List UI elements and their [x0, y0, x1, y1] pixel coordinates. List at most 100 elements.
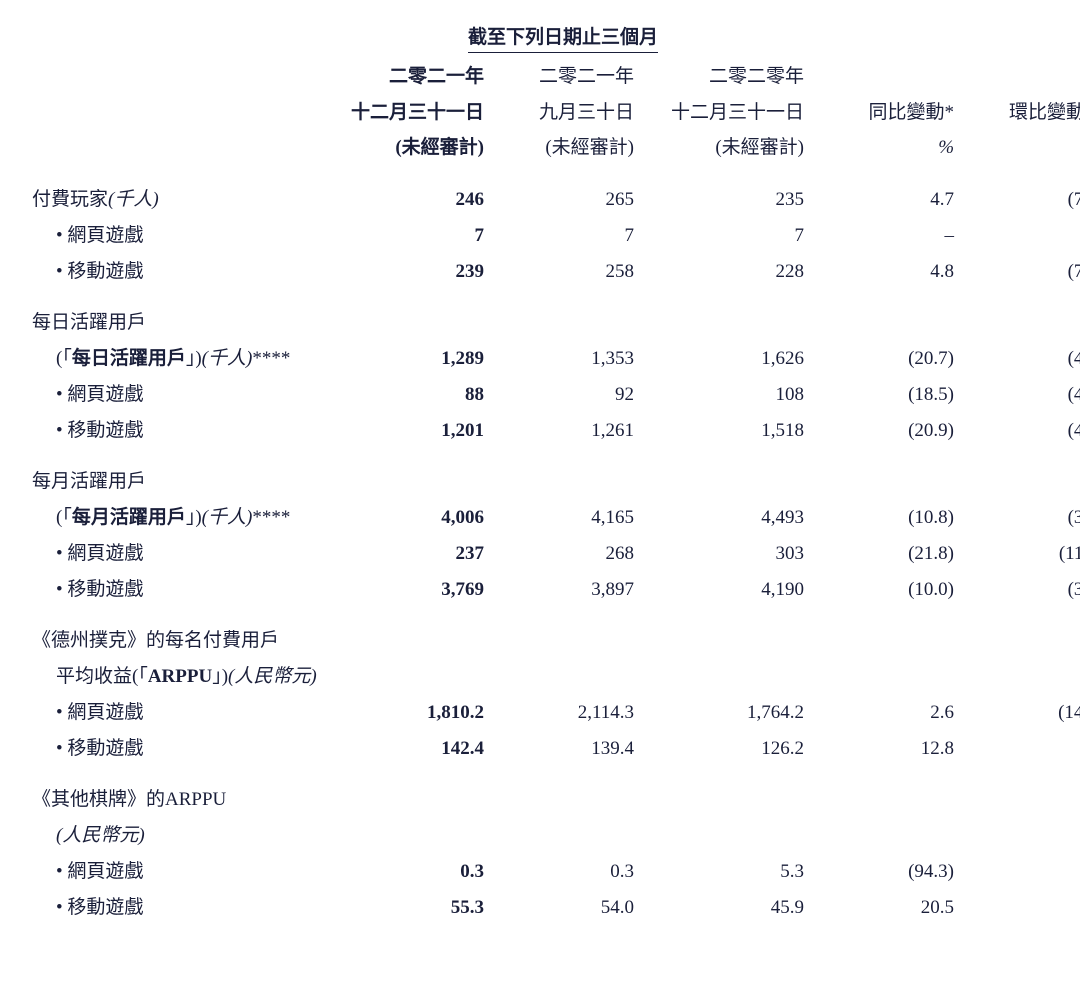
cell-c3: 7: [638, 218, 808, 254]
cell-c3: 126.2: [638, 731, 808, 767]
cell-c1: 1,289: [318, 341, 488, 377]
financial-metrics-table: 截至下列日期止三個月 二零二一年 二零二一年 二零二零年 十二月三十一日 九月三…: [0, 0, 1080, 955]
hdr-c1-date: 十二月三十一日: [318, 95, 488, 131]
cell-qoq: (4.3): [958, 377, 1080, 413]
section-subtitle: 平均收益(「ARPPU」)(人民幣元): [28, 659, 318, 695]
cell-c2: 139.4: [488, 731, 638, 767]
cell-c3: 1,518: [638, 413, 808, 449]
cell-c1: 239: [318, 254, 488, 290]
cell-c1: 55.3: [318, 890, 488, 926]
cell-c3: 1,764.2: [638, 695, 808, 731]
cell-c2: 7: [488, 218, 638, 254]
cell-yoy: 4.7: [808, 166, 958, 218]
section-title: 每月活躍用戶: [28, 448, 318, 500]
table-row: (「每月活躍用戶」)(千人)****4,0064,1654,493(10.8)(…: [28, 500, 1080, 536]
hdr-c2-unaudited: (未經審計): [488, 130, 638, 166]
hdr-qoq-label: 環比變動**: [958, 95, 1080, 131]
hdr-c1-unaudited: (未經審計): [318, 130, 488, 166]
cell-qoq: (4.8): [958, 413, 1080, 449]
cell-c3: 5.3: [638, 854, 808, 890]
cell-c1: 237: [318, 536, 488, 572]
cell-yoy: (18.5): [808, 377, 958, 413]
cell-yoy: –: [808, 218, 958, 254]
hdr-qoq-unit: %: [958, 130, 1080, 166]
cell-c2: 265: [488, 166, 638, 218]
cell-c3: 1,626: [638, 341, 808, 377]
table-row: (「每日活躍用戶」)(千人)****1,2891,3531,626(20.7)(…: [28, 341, 1080, 377]
table-row: • 移動遊戲55.354.045.920.52.4: [28, 890, 1080, 926]
hdr-c3-date: 十二月三十一日: [638, 95, 808, 131]
table-row: • 網頁遊戲777––: [28, 218, 1080, 254]
cell-qoq: (11.6): [958, 536, 1080, 572]
hdr-yoy-unit: %: [808, 130, 958, 166]
table-row: • 網頁遊戲0.30.35.3(94.3)–: [28, 854, 1080, 890]
cell-yoy: (21.8): [808, 536, 958, 572]
section-subtitle: (人民幣元): [28, 818, 318, 854]
row-label: • 移動遊戲: [28, 731, 318, 767]
cell-c2: 4,165: [488, 500, 638, 536]
row-label: • 網頁遊戲: [28, 218, 318, 254]
cell-c1: 7: [318, 218, 488, 254]
row-label: • 網頁遊戲: [28, 536, 318, 572]
cell-c3: 4,493: [638, 500, 808, 536]
hdr-yoy-label: 同比變動*: [808, 95, 958, 131]
cell-c1: 3,769: [318, 572, 488, 608]
hdr-c1-year: 二零二一年: [318, 59, 488, 95]
hdr-c3-year: 二零二零年: [638, 59, 808, 95]
header-period-line2: 十二月三十一日 九月三十日 十二月三十一日 同比變動* 環比變動**: [28, 95, 1080, 131]
section-title: 每日活躍用戶: [28, 289, 318, 341]
cell-qoq: (3.8): [958, 500, 1080, 536]
section-title-row: 每日活躍用戶: [28, 289, 1080, 341]
cell-qoq: (3.3): [958, 572, 1080, 608]
table-row: • 網頁遊戲1,810.22,114.31,764.22.6(14.4): [28, 695, 1080, 731]
table-row: • 移動遊戲2392582284.8(7.4): [28, 254, 1080, 290]
section-title: 付費玩家(千人): [28, 166, 318, 218]
cell-c1: 142.4: [318, 731, 488, 767]
cell-qoq: –: [958, 854, 1080, 890]
cell-yoy: 20.5: [808, 890, 958, 926]
header-super-title-row: 截至下列日期止三個月: [28, 20, 1080, 59]
cell-qoq: 2.2: [958, 731, 1080, 767]
cell-yoy: 4.8: [808, 254, 958, 290]
cell-c2: 1,353: [488, 341, 638, 377]
cell-c2: 3,897: [488, 572, 638, 608]
section-title-row: 付費玩家(千人)2462652354.7(7.2): [28, 166, 1080, 218]
cell-c1: 0.3: [318, 854, 488, 890]
section-title-row: 《德州撲克》的每名付費用戶: [28, 607, 1080, 659]
table-row: • 網頁遊戲237268303(21.8)(11.6): [28, 536, 1080, 572]
cell-c2: 54.0: [488, 890, 638, 926]
cell-c3: 228: [638, 254, 808, 290]
row-label: • 移動遊戲: [28, 254, 318, 290]
cell-yoy: 2.6: [808, 695, 958, 731]
header-period-line3: (未經審計) (未經審計) (未經審計) % %: [28, 130, 1080, 166]
cell-qoq: 2.4: [958, 890, 1080, 926]
cell-c1: 4,006: [318, 500, 488, 536]
cell-c3: 4,190: [638, 572, 808, 608]
cell-c1: 1,810.2: [318, 695, 488, 731]
row-label: (「每日活躍用戶」)(千人)****: [28, 341, 318, 377]
cell-c2: 258: [488, 254, 638, 290]
cell-c1: 246: [318, 166, 488, 218]
cell-c2: 92: [488, 377, 638, 413]
cell-c2: 2,114.3: [488, 695, 638, 731]
cell-yoy: (94.3): [808, 854, 958, 890]
hdr-c3-unaudited: (未經審計): [638, 130, 808, 166]
table-row: • 移動遊戲3,7693,8974,190(10.0)(3.3): [28, 572, 1080, 608]
section-title-row: 《其他棋牌》的ARPPU: [28, 766, 1080, 818]
section-title: 《其他棋牌》的ARPPU: [28, 766, 318, 818]
cell-yoy: (20.7): [808, 341, 958, 377]
section-subtitle-row: 平均收益(「ARPPU」)(人民幣元): [28, 659, 1080, 695]
cell-c3: 108: [638, 377, 808, 413]
cell-c2: 0.3: [488, 854, 638, 890]
cell-yoy: 12.8: [808, 731, 958, 767]
cell-c3: 45.9: [638, 890, 808, 926]
row-label: • 網頁遊戲: [28, 377, 318, 413]
row-label: • 移動遊戲: [28, 572, 318, 608]
header-period-line1: 二零二一年 二零二一年 二零二零年: [28, 59, 1080, 95]
table-row: • 移動遊戲1,2011,2611,518(20.9)(4.8): [28, 413, 1080, 449]
row-label: (「每月活躍用戶」)(千人)****: [28, 500, 318, 536]
cell-c3: 303: [638, 536, 808, 572]
section-title-row: 每月活躍用戶: [28, 448, 1080, 500]
table-row: • 網頁遊戲8892108(18.5)(4.3): [28, 377, 1080, 413]
hdr-c2-year: 二零二一年: [488, 59, 638, 95]
